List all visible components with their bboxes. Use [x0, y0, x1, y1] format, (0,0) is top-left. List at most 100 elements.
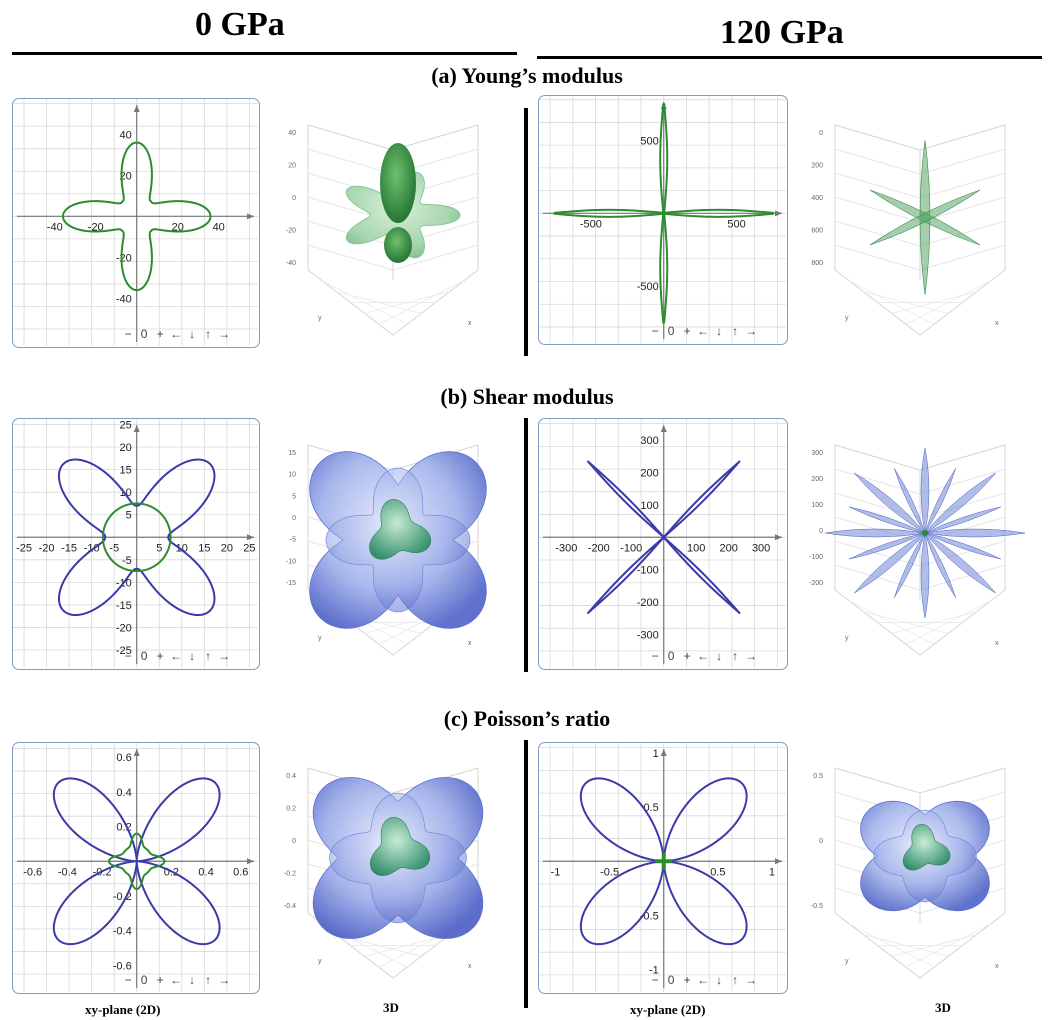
young-120gpa-2d-panel[interactable]: -500 -500 500 500 −0 + ← ↓ ↑ →	[538, 95, 788, 345]
spike	[894, 468, 926, 534]
axis-3d-label-x: x	[995, 963, 999, 970]
shear-0gpa-3d-panel[interactable]: 15 10 5 0 -5 -10 -15 x y	[268, 415, 518, 677]
axis-3d-tick: 0	[819, 838, 823, 845]
young-120gpa-3d-panel[interactable]: 0 200 400 600 800 x y	[795, 95, 1045, 355]
plot-control-6[interactable]: →	[745, 973, 757, 987]
poisson-0gpa-2d-panel[interactable]: -0.6 -0.6 -0.4 -0.4 -0.2 -0.2 0.2 0.2 0.4 0.4 0.6 0…	[12, 742, 260, 994]
y-tick-label: -5	[122, 555, 132, 567]
x-tick-label: 20	[172, 221, 184, 233]
shear-120gpa-3d-surface[interactable]: 300 200 100 0 -100 -200 x y	[795, 415, 1045, 677]
poisson-120gpa-2d-panel[interactable]: -1 -1 -0.5 -0.5 0.5 0.5 1 1−0 + ← ↓ ↑ →	[538, 742, 788, 994]
plot-control-2[interactable]: +	[157, 649, 164, 663]
footer-left-2d: xy-plane (2D)	[85, 1002, 161, 1017]
y-tick-label: -40	[116, 293, 132, 305]
plot-control-3[interactable]: ←	[170, 649, 182, 663]
plot-control-2[interactable]: +	[684, 649, 691, 663]
shear-120gpa-2d-plot[interactable]: -300 -300 -200 -200 -100 -100 100 100 200 200 300 3…	[539, 419, 786, 668]
plot-control-0[interactable]: −	[125, 327, 132, 341]
y-tick-label: 25	[119, 420, 131, 432]
plot-control-4[interactable]: ↓	[716, 973, 722, 987]
young-0gpa-3d-surface[interactable]: 40 20 0 -20 -40 x y	[268, 95, 518, 355]
poisson-120gpa-3d-panel[interactable]: 0.5 0 -0.5 x y	[795, 738, 1045, 1000]
box-floor-edge	[834, 589, 1006, 656]
plot-control-5[interactable]: ↑	[205, 327, 211, 341]
shear-0gpa-2d-panel[interactable]: -25 -25 -20 -20 -15 -15 -10 -10 -5 -5 5 5 10 10 15 15 20…	[12, 418, 260, 670]
axis-3d-label-x: x	[995, 320, 999, 327]
shear-0gpa-2d-plot[interactable]: -25-25-20-20-15-15-10-10-5-5551010151520…	[13, 419, 258, 668]
x-tick-label: 20	[221, 542, 233, 554]
poisson-120gpa-2d-plot[interactable]: -1-1-0.5-0.50.50.511− 0 + ← ↓ ↑ →	[539, 743, 786, 992]
plot-control-3[interactable]: ←	[697, 973, 709, 987]
poisson-0gpa-2d-plot[interactable]: -0.6-0.6-0.4-0.4-0.2-0.20.20.20.40.40.60…	[13, 743, 258, 992]
plot-control-4[interactable]: ↓	[716, 649, 722, 663]
plot-control-6[interactable]: →	[745, 324, 757, 338]
plot-control-1[interactable]: 0	[141, 327, 148, 341]
spike	[848, 506, 926, 534]
wall-grid-line	[919, 244, 1006, 271]
shear-120gpa-2d-panel[interactable]: -300 -300 -200 -200 -100 -100 100 100 200 200 300 3…	[538, 418, 788, 670]
plot-control-5[interactable]: ↑	[205, 649, 211, 663]
x-tick-label: 0.4	[198, 866, 213, 878]
axis-3d-label-y: y	[318, 958, 322, 965]
plot-control-4[interactable]: ↓	[189, 327, 195, 341]
poisson-0gpa-3d-surface[interactable]: 0.4 0.2 0 -0.2 -0.4 x y	[268, 738, 518, 1000]
plot-control-2[interactable]: +	[684, 324, 691, 338]
plot-control-3[interactable]: ←	[697, 324, 709, 338]
plot-control-1[interactable]: 0	[668, 973, 675, 987]
axis-3d-tick: 0	[819, 528, 823, 535]
box-top-edge	[834, 444, 1006, 471]
plot-control-3[interactable]: ←	[170, 973, 182, 987]
axis-3d-tick: 0	[292, 515, 296, 522]
plot-control-5[interactable]: ↑	[732, 649, 738, 663]
plot-control-6[interactable]: →	[745, 649, 757, 663]
plot-control-0[interactable]: −	[652, 973, 659, 987]
plot-control-2[interactable]: +	[684, 973, 691, 987]
poisson-120gpa-3d-surface[interactable]: 0.5 0 -0.5 x y	[795, 738, 1045, 1000]
axis-3d-tick: 400	[811, 195, 823, 202]
young-0gpa-2d-panel[interactable]: -40 -40 -20 -20 20 20 40 40−0 + ← ↓ ↑ →	[12, 98, 260, 348]
axis-3d-tick: -40	[286, 260, 296, 267]
plot-control-5[interactable]: ↑	[205, 973, 211, 987]
poisson-0gpa-3d-panel[interactable]: 0.4 0.2 0 -0.2 -0.4 x y	[268, 738, 518, 1000]
plot-control-0[interactable]: −	[125, 973, 132, 987]
plot-control-6[interactable]: →	[218, 973, 230, 987]
plot-control-6[interactable]: →	[218, 327, 230, 341]
spike	[920, 532, 930, 619]
plot-control-3[interactable]: ←	[170, 327, 182, 341]
plot-control-0[interactable]: −	[652, 324, 659, 338]
axis-3d-label-x: x	[995, 640, 999, 647]
plot-control-3[interactable]: ←	[697, 649, 709, 663]
shear-0gpa-3d-surface[interactable]: 15 10 5 0 -5 -10 -15 x y	[268, 415, 518, 677]
plot-control-2[interactable]: +	[157, 973, 164, 987]
plot-control-2[interactable]: +	[157, 327, 164, 341]
plot-control-1[interactable]: 0	[668, 324, 675, 338]
plot-control-1[interactable]: 0	[141, 973, 148, 987]
spike	[894, 532, 926, 598]
plot-control-5[interactable]: ↑	[732, 324, 738, 338]
x-axis-arrow	[247, 858, 254, 865]
column-header-120gpa: 120 GPa	[720, 14, 844, 51]
shear-120gpa-3d-panel[interactable]: 300 200 100 0 -100 -200 x y	[795, 415, 1045, 677]
plot-control-5[interactable]: ↑	[732, 973, 738, 987]
plot-control-0[interactable]: −	[125, 649, 132, 663]
axis-3d-tick: 300	[811, 450, 823, 457]
plot-control-6[interactable]: →	[218, 649, 230, 663]
x-tick-label: 5	[156, 542, 162, 554]
axis-3d-label-y: y	[845, 958, 849, 965]
plot-control-0[interactable]: −	[652, 649, 659, 663]
wall-grid-line	[834, 148, 921, 175]
plot-control-1[interactable]: 0	[668, 649, 675, 663]
young-0gpa-3d-panel[interactable]: 40 20 0 -20 -40 x y	[268, 95, 518, 355]
x-axis-arrow	[775, 858, 782, 865]
axis-3d-tick: 40	[288, 130, 296, 137]
floor-grid-line	[378, 280, 465, 325]
footer-left-3d: 3D	[383, 1000, 399, 1015]
plot-control-4[interactable]: ↓	[716, 324, 722, 338]
plot-control-1[interactable]: 0	[141, 649, 148, 663]
spike	[924, 532, 996, 594]
young-120gpa-3d-surface[interactable]: 0 200 400 600 800 x y	[795, 95, 1045, 355]
plot-control-4[interactable]: ↓	[189, 973, 195, 987]
young-120gpa-2d-plot[interactable]: -500 -500 500 500 − 0 + ← ↓ ↑ →	[539, 96, 786, 343]
plot-control-4[interactable]: ↓	[189, 649, 195, 663]
